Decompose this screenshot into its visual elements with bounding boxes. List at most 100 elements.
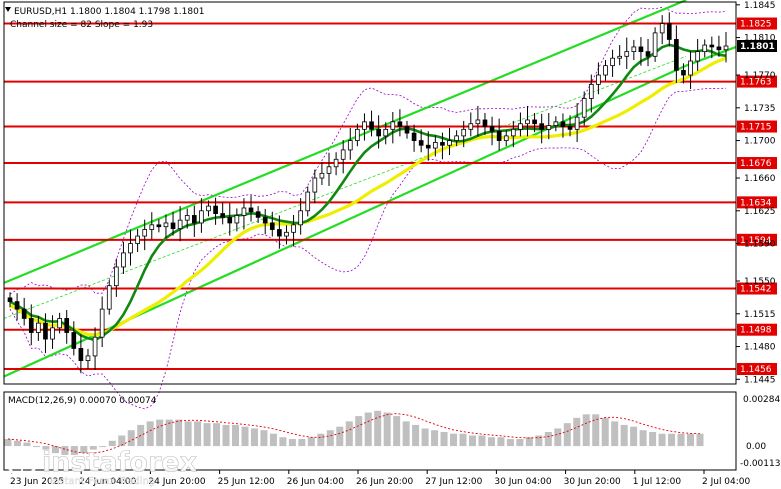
candle-body xyxy=(383,128,389,137)
candle-body xyxy=(291,224,296,233)
candle-body xyxy=(262,216,268,224)
candle-body xyxy=(716,46,722,51)
candle-body xyxy=(681,69,686,76)
macd-bar xyxy=(269,433,277,447)
candle-body xyxy=(284,231,289,237)
candle-body xyxy=(369,121,374,130)
candle-body xyxy=(14,301,20,310)
candles xyxy=(7,12,729,374)
macd-bar xyxy=(364,412,372,447)
channel-upper-line xyxy=(3,0,687,284)
y-tick-label: 1.1515 xyxy=(744,310,776,320)
watermark-brand: instaforex xyxy=(42,447,197,478)
macd-bar xyxy=(573,417,581,447)
candle-body xyxy=(447,140,452,146)
watermark-tagline: Instant Forex Trading xyxy=(50,476,155,487)
macd-bar xyxy=(431,430,439,447)
level-label-1.1456: 1.1456 xyxy=(740,365,772,375)
candle-body xyxy=(610,57,615,67)
candle-body xyxy=(170,222,176,229)
axes: 1.1845 1.1810 1.1770 1.1735 1.1700 1.1660 1.16… xyxy=(3,1,776,487)
support-resistance-levels: 1.18251.17631.17151.16761.16341.15941.15… xyxy=(4,17,777,376)
candle-body xyxy=(510,128,516,137)
candle-body xyxy=(525,119,530,125)
y-tick-label: 1.1445 xyxy=(744,375,776,385)
candle-body xyxy=(390,121,396,130)
level-label-1.1542: 1.1542 xyxy=(740,285,772,295)
macd-tick-bottom: -0.00113 xyxy=(740,459,780,469)
macd-bar xyxy=(421,428,429,447)
price-panel-frame xyxy=(3,1,737,385)
level-label-1.1634: 1.1634 xyxy=(740,198,772,208)
candle-body xyxy=(163,222,169,228)
level-tag-1.1594 xyxy=(737,233,777,246)
macd-bar xyxy=(450,433,458,447)
candle-body xyxy=(149,224,155,230)
x-tick-label: 2 Jul 04:00 xyxy=(702,477,751,487)
candle-body xyxy=(454,135,459,141)
candle-body xyxy=(631,46,637,53)
macd-bar xyxy=(355,416,363,447)
candle-body xyxy=(617,55,622,59)
candle-body xyxy=(114,266,119,287)
x-tick-label: 24 Jun 20:00 xyxy=(148,477,205,487)
macd-bar xyxy=(563,423,571,447)
level-tag-1.1542 xyxy=(737,282,777,295)
macd-bar xyxy=(468,435,476,447)
y-tick-label: 1.1625 xyxy=(744,207,776,217)
candle-body xyxy=(220,213,226,218)
candle-body xyxy=(440,142,445,146)
candle-body xyxy=(234,215,240,224)
candle-body xyxy=(596,74,601,85)
macd-bar xyxy=(393,416,401,447)
level-label-1.1676: 1.1676 xyxy=(740,159,772,169)
macd-bar xyxy=(554,428,562,447)
candle-body xyxy=(199,210,204,224)
candle-body xyxy=(227,216,233,224)
candle-body xyxy=(461,128,467,137)
candle-body xyxy=(560,121,566,127)
candle-body xyxy=(177,219,183,229)
macd-bar xyxy=(175,419,183,447)
macd-bar xyxy=(108,440,116,447)
level-tag-1.1715 xyxy=(737,120,777,133)
candle-body xyxy=(36,322,41,333)
macd-bar xyxy=(99,446,107,448)
macd-bar xyxy=(146,421,154,447)
macd-bar xyxy=(213,423,221,447)
candle-body xyxy=(319,172,325,179)
macd-bar xyxy=(279,437,287,447)
candle-body xyxy=(652,32,658,57)
candle-body xyxy=(546,125,552,130)
macd-bar xyxy=(630,426,638,447)
candle-body xyxy=(312,177,318,193)
level-tag-1.1634 xyxy=(737,196,777,209)
macd-bar xyxy=(61,446,69,455)
macd-bar xyxy=(582,414,590,447)
macd-bar xyxy=(4,439,12,447)
candle-body xyxy=(489,126,495,132)
x-tick-label: 26 Jun 04:00 xyxy=(287,477,344,487)
macd-bar xyxy=(165,419,173,447)
macd-bar xyxy=(336,426,344,447)
macd-bar xyxy=(487,437,495,447)
macd-bar xyxy=(497,437,505,447)
macd-bar xyxy=(250,428,258,447)
candle-body xyxy=(326,166,332,174)
candle-body xyxy=(206,205,211,212)
bollinger-bands xyxy=(9,6,727,410)
candle-body xyxy=(213,205,218,214)
dropdown-triangle-icon[interactable] xyxy=(5,7,11,12)
macd-bar xyxy=(260,430,268,447)
x-tick-label: 30 Jun 04:00 xyxy=(494,477,551,487)
candle-body xyxy=(709,44,715,48)
x-tick-label: 25 Jun 12:00 xyxy=(218,477,275,487)
macd-bar xyxy=(288,439,296,447)
macd-bar xyxy=(535,435,543,447)
candle-body xyxy=(121,252,126,268)
candle-body xyxy=(482,119,488,127)
level-tag-1.1676 xyxy=(737,157,777,170)
candle-body xyxy=(255,211,261,218)
candle-body xyxy=(156,224,162,228)
level-label-1.1763: 1.1763 xyxy=(740,78,772,88)
